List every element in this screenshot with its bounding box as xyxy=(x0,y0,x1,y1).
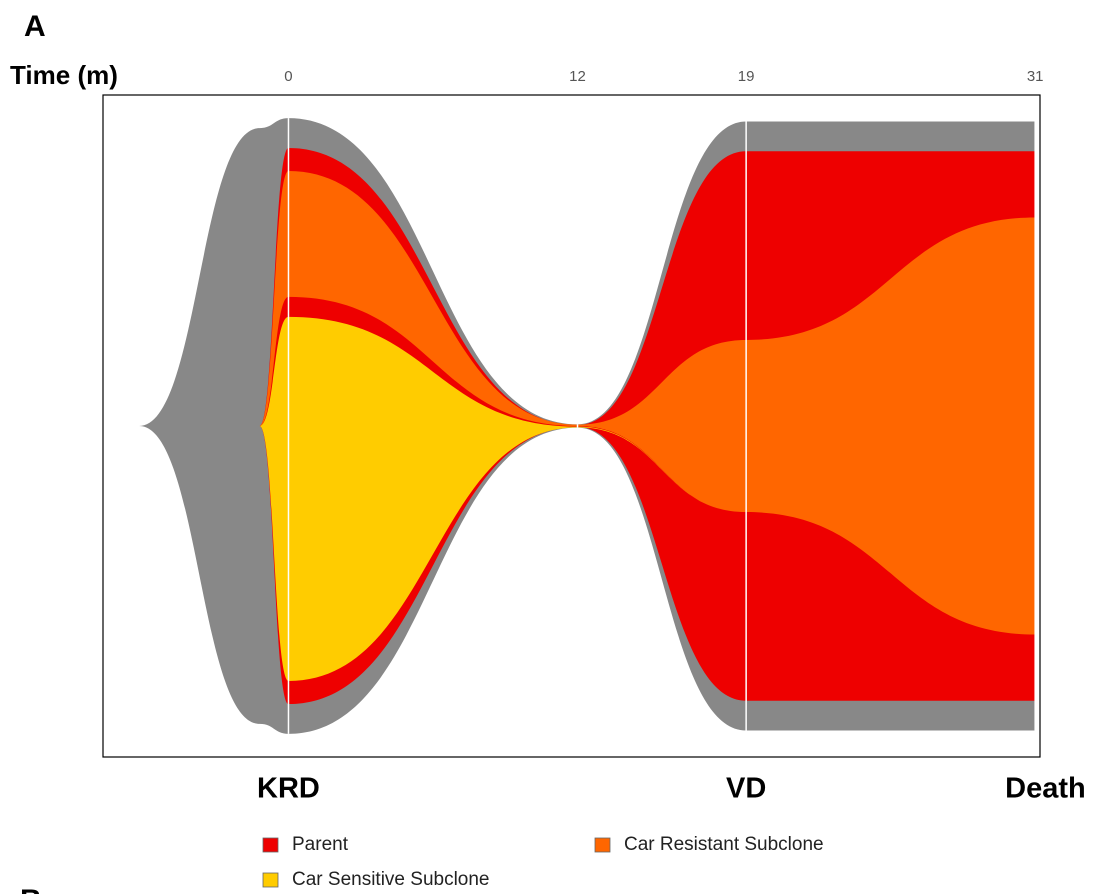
legend-swatch xyxy=(262,872,279,888)
timepoint-label: VD xyxy=(726,773,766,805)
x-tick-label: 19 xyxy=(738,68,755,85)
x-tick-label: 12 xyxy=(569,68,586,85)
panel-label: A xyxy=(24,10,46,43)
clone-area xyxy=(139,171,1036,635)
x-axis-title: Time (m) xyxy=(10,60,118,90)
legend-label: Car Resistant Subclone xyxy=(624,834,824,855)
timepoint-label: Death xyxy=(1005,773,1086,805)
x-tick-label: 31 xyxy=(1027,68,1044,85)
legend-swatch xyxy=(262,837,279,853)
timepoint-label: KRD xyxy=(257,773,320,805)
plot-frame xyxy=(102,94,1041,758)
legend-swatch xyxy=(594,837,611,853)
legend-label: Car Sensitive Subclone xyxy=(292,869,490,890)
panel-label: B xyxy=(20,884,42,894)
x-tick-label: 0 xyxy=(284,68,292,85)
legend-label: Parent xyxy=(292,834,349,855)
clone-area xyxy=(139,316,1036,681)
